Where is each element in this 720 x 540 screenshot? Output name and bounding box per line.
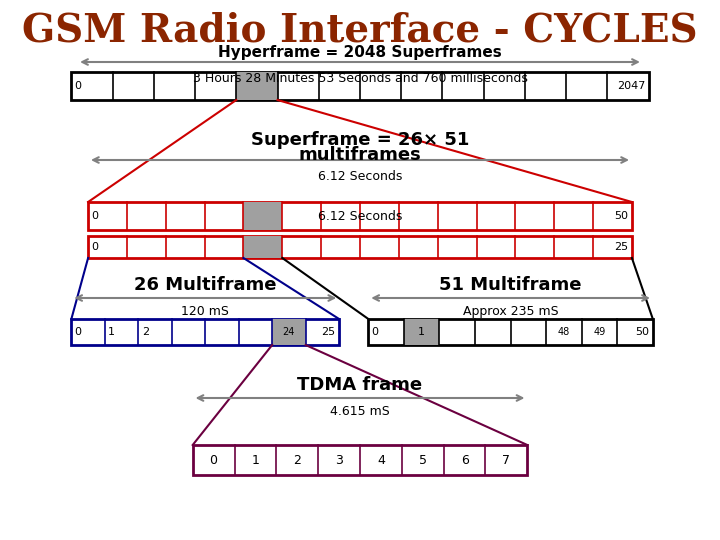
Text: 6.12 Seconds: 6.12 Seconds	[318, 170, 402, 183]
FancyBboxPatch shape	[88, 202, 632, 230]
Text: GSM Radio Interface - CYCLES: GSM Radio Interface - CYCLES	[22, 11, 698, 49]
FancyBboxPatch shape	[404, 319, 439, 345]
FancyBboxPatch shape	[71, 319, 339, 345]
Text: 48: 48	[558, 327, 570, 337]
Text: 7: 7	[503, 454, 510, 467]
Text: 5: 5	[419, 454, 427, 467]
Text: 1: 1	[251, 454, 259, 467]
FancyBboxPatch shape	[71, 72, 649, 100]
Text: Superframe = 26× 51: Superframe = 26× 51	[251, 131, 469, 149]
Text: 0: 0	[210, 454, 217, 467]
Text: 24: 24	[283, 327, 295, 337]
Text: multiframes: multiframes	[299, 146, 421, 164]
Text: 0: 0	[91, 211, 99, 221]
Text: 0: 0	[372, 327, 379, 337]
Text: 49: 49	[593, 327, 606, 337]
Text: 6: 6	[461, 454, 469, 467]
FancyBboxPatch shape	[243, 236, 282, 258]
Text: 25: 25	[614, 242, 629, 252]
Text: 2: 2	[293, 454, 301, 467]
Text: 2: 2	[142, 327, 149, 337]
Text: 3 Hours 28 Minutes 53 Seconds and 760 milliseconds: 3 Hours 28 Minutes 53 Seconds and 760 mi…	[192, 72, 528, 85]
Text: 120 mS: 120 mS	[181, 305, 229, 318]
Text: 4: 4	[377, 454, 385, 467]
Text: 51 Multiframe: 51 Multiframe	[439, 276, 582, 294]
FancyBboxPatch shape	[236, 72, 277, 100]
Text: 0: 0	[75, 81, 81, 91]
Text: 0: 0	[91, 242, 99, 252]
FancyBboxPatch shape	[243, 202, 282, 230]
Text: 50: 50	[636, 327, 649, 337]
FancyBboxPatch shape	[193, 445, 527, 475]
FancyBboxPatch shape	[272, 319, 305, 345]
Text: Hyperframe = 2048 Superframes: Hyperframe = 2048 Superframes	[218, 45, 502, 60]
Text: 1: 1	[108, 327, 115, 337]
Text: 4.615 mS: 4.615 mS	[330, 405, 390, 418]
Text: 2047: 2047	[617, 81, 645, 91]
FancyBboxPatch shape	[88, 236, 632, 258]
Text: 0: 0	[75, 327, 81, 337]
Text: 3: 3	[335, 454, 343, 467]
Text: 25: 25	[322, 327, 336, 337]
Text: 1: 1	[418, 327, 426, 337]
FancyBboxPatch shape	[369, 319, 653, 345]
Text: Approx 235 mS: Approx 235 mS	[463, 305, 559, 318]
Text: TDMA frame: TDMA frame	[297, 376, 423, 394]
Text: 50: 50	[615, 211, 629, 221]
Text: 6.12 Seconds: 6.12 Seconds	[318, 210, 402, 222]
Text: 26 Multiframe: 26 Multiframe	[134, 276, 276, 294]
